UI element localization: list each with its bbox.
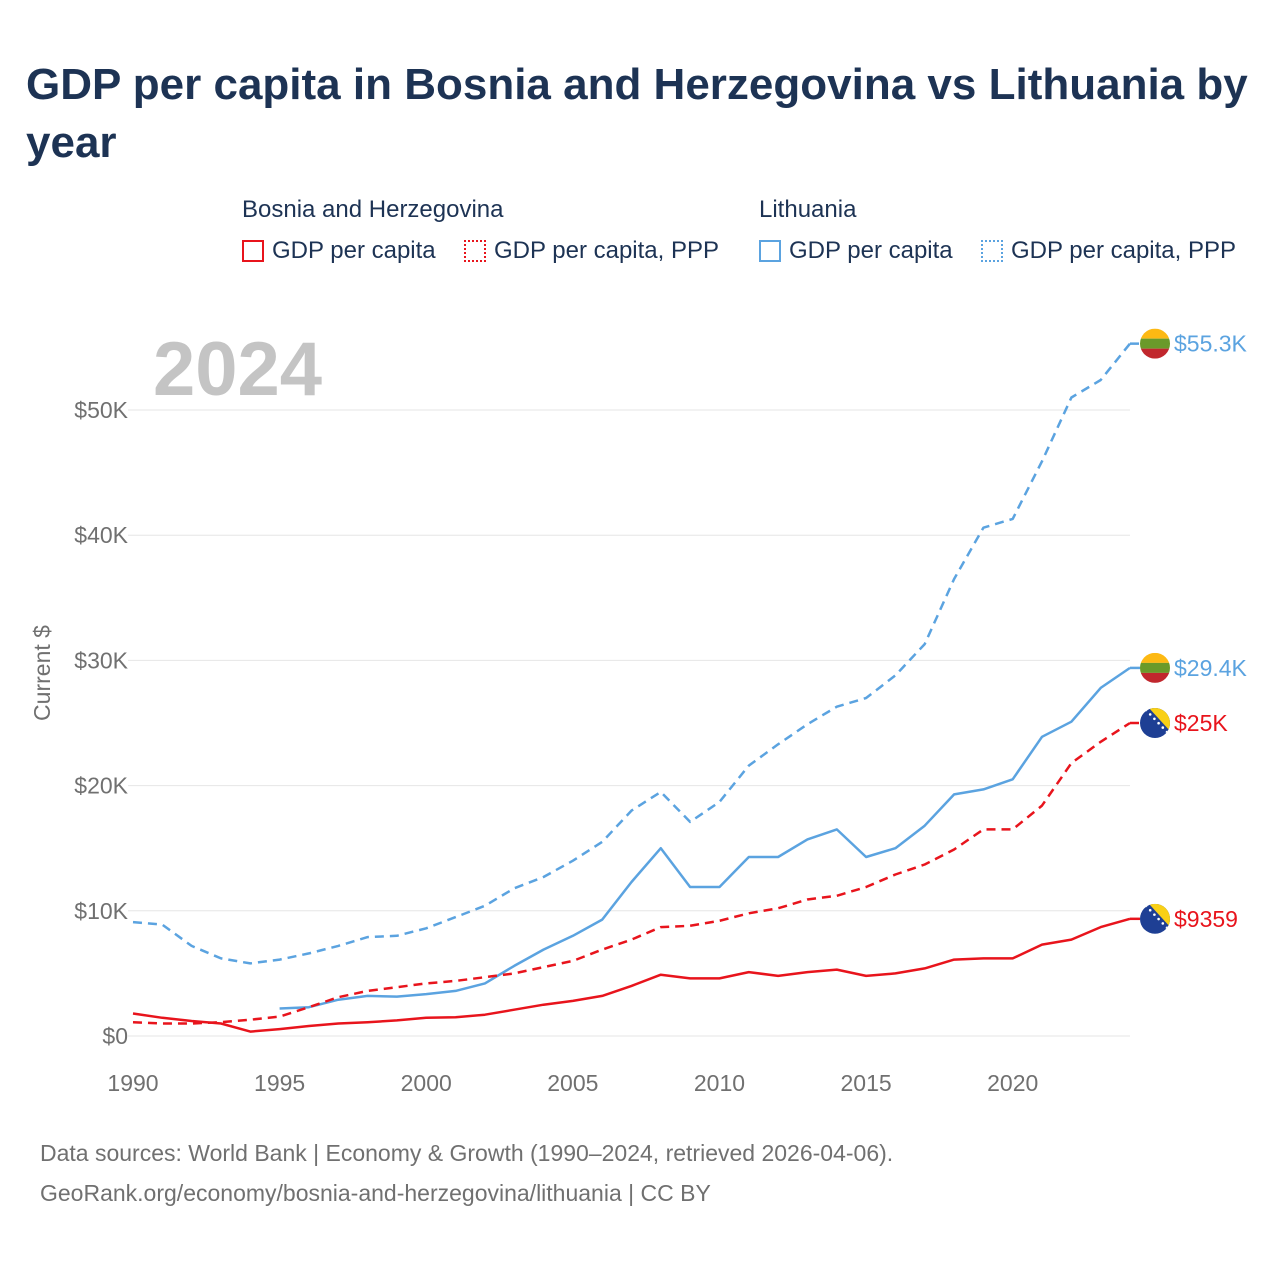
end-value-label: $25K: [1174, 710, 1228, 736]
solid-line-swatch-icon: [242, 240, 264, 262]
page-title: GDP per capita in Bosnia and Herzegovina…: [26, 60, 1248, 167]
source-line-2[interactable]: GeoRank.org/economy/bosnia-and-herzegovi…: [40, 1180, 711, 1206]
series-line[interactable]: [279, 666, 1131, 1010]
legend-item-label: GDP per capita, PPP: [1011, 237, 1236, 264]
grid: [128, 409, 1130, 1037]
series-line[interactable]: [132, 917, 1131, 1033]
dotted-line-swatch-icon: [981, 240, 1003, 262]
legend-item-bosnia-gdp-ppp[interactable]: GDP per capita, PPP: [464, 237, 719, 265]
legend-item-bosnia-gdp[interactable]: GDP per capita: [242, 237, 436, 265]
legend-item-lithuania-gdp[interactable]: GDP per capita: [759, 237, 953, 265]
x-tick-label: 1990: [107, 1070, 158, 1096]
y-axis-label: Current $: [29, 625, 55, 721]
end-labels: $55.3K $29.4K $25K $9359: [1130, 328, 1248, 934]
x-tick-label: 2005: [547, 1070, 598, 1096]
x-tick-label: 2000: [401, 1070, 452, 1096]
end-value-label: $9359: [1174, 906, 1238, 932]
dotted-line-swatch-icon: [464, 240, 486, 262]
bosnia-flag-icon: [1140, 903, 1170, 934]
end-value-label: $29.4K: [1174, 655, 1248, 681]
y-tick-label: $50K: [74, 397, 128, 423]
legend-item-label: GDP per capita, PPP: [494, 237, 719, 264]
series-line[interactable]: [132, 721, 1131, 1025]
legend-item-label: GDP per capita: [789, 237, 953, 264]
x-tick-label: 2020: [987, 1070, 1038, 1096]
y-tick-label: $40K: [74, 522, 128, 548]
legend-group-title: Lithuania: [759, 196, 857, 223]
y-tick-label: $30K: [74, 647, 128, 673]
lithuania-flag-icon: [1140, 652, 1170, 683]
year-watermark: 2024: [153, 327, 322, 412]
lithuania-flag-icon: [1140, 328, 1170, 359]
y-tick-label: $0: [102, 1023, 128, 1049]
y-axis: $0 $10K $20K $30K $40K $50K: [74, 397, 128, 1049]
y-tick-label: $10K: [74, 898, 128, 924]
x-tick-label: 2010: [694, 1070, 745, 1096]
series-lines: [132, 342, 1131, 1033]
legend-group-title: Bosnia and Herzegovina: [242, 196, 504, 223]
source-line-1: Data sources: World Bank | Economy & Gro…: [40, 1140, 894, 1166]
bosnia-flag-icon: [1140, 708, 1170, 738]
solid-line-swatch-icon: [759, 240, 781, 262]
x-tick-label: 1995: [254, 1070, 305, 1096]
y-tick-label: $20K: [74, 773, 128, 799]
end-value-label: $55.3K: [1174, 331, 1248, 357]
legend-item-label: GDP per capita: [272, 237, 436, 264]
x-axis: 1990 1995 2000 2005 2010 2015 2020: [107, 1070, 1038, 1096]
legend-item-lithuania-gdp-ppp[interactable]: GDP per capita, PPP: [981, 237, 1236, 265]
x-tick-label: 2015: [841, 1070, 892, 1096]
series-line[interactable]: [132, 342, 1131, 965]
